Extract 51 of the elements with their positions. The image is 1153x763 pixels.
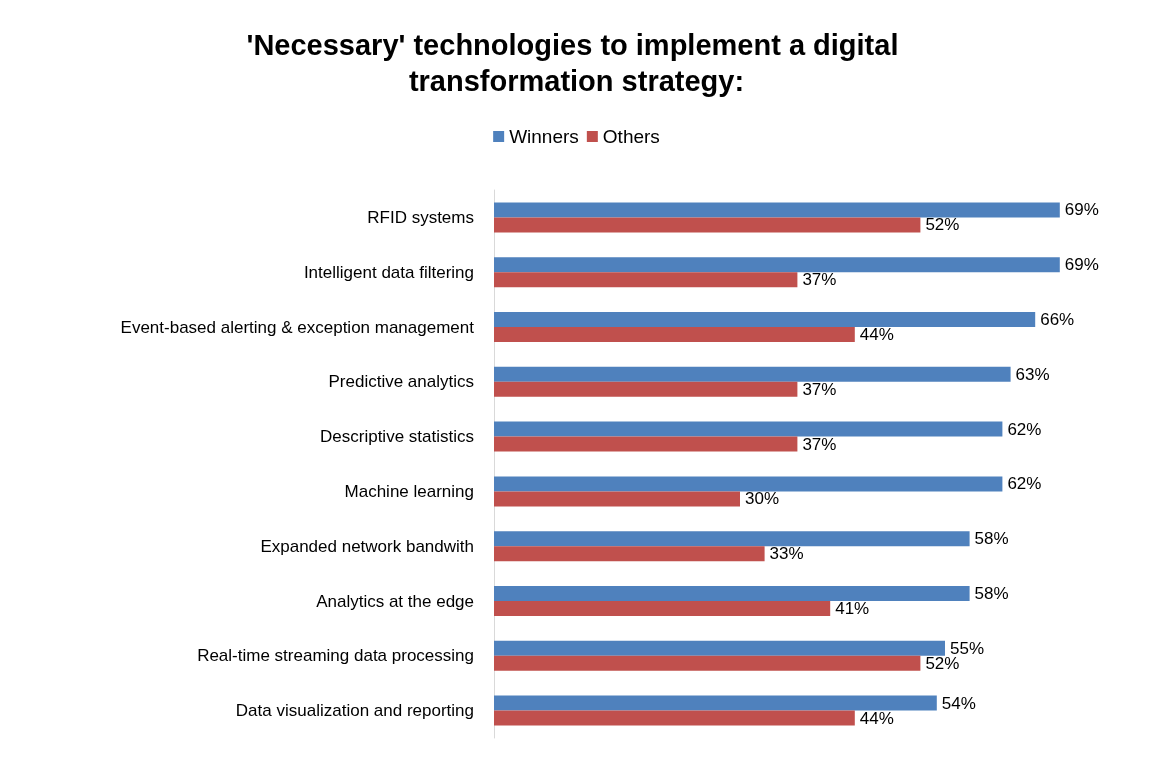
data-label: 69% — [1064, 255, 1099, 275]
bar — [494, 586, 970, 601]
chart-title: 'Necessary' technologies to implement a digital transformation strategy: — [246, 29, 907, 97]
bar — [494, 257, 1060, 273]
bar — [494, 710, 855, 726]
bar — [494, 381, 798, 397]
data-label: 66% — [1040, 310, 1075, 329]
data-label: 33% — [769, 544, 804, 564]
legend-label: Others — [602, 126, 660, 147]
bar — [494, 217, 921, 233]
bar — [494, 436, 798, 452]
bar — [494, 312, 1036, 327]
bar — [494, 655, 921, 671]
data-label: 69% — [1064, 200, 1099, 220]
y-tick-label: Real-time streaming data processing — [197, 646, 474, 666]
bar — [494, 695, 937, 711]
legend-label: Winners — [509, 126, 579, 147]
data-label: 63% — [1015, 364, 1050, 384]
y-tick-label: Event-based alerting & exception management — [120, 317, 475, 337]
data-label: 37% — [802, 434, 837, 454]
data-label: 52% — [925, 215, 960, 235]
bar — [494, 601, 831, 616]
bar — [494, 476, 1003, 492]
y-tick-label: Data visualization and reporting — [235, 701, 474, 721]
data-label: 41% — [835, 599, 870, 618]
data-label: 58% — [974, 529, 1009, 549]
y-tick-label: Expanded network bandwith — [260, 536, 474, 556]
bar — [494, 546, 765, 562]
y-tick-label: Intelligent data filtering — [303, 262, 474, 282]
bar — [494, 421, 1003, 437]
y-tick-label: Descriptive statistics — [320, 427, 474, 447]
data-label: 54% — [941, 693, 976, 713]
y-tick-label: Machine learning — [344, 481, 474, 501]
bar — [494, 327, 855, 342]
data-label: 62% — [1007, 419, 1042, 439]
bar — [494, 491, 740, 507]
bar — [494, 366, 1011, 382]
y-tick-label: RFID systems — [367, 207, 474, 227]
data-label: 37% — [802, 270, 837, 290]
bar — [494, 272, 798, 288]
bar — [494, 202, 1060, 218]
bar — [494, 640, 945, 656]
data-label: 58% — [974, 584, 1009, 603]
data-label: 44% — [859, 325, 894, 344]
y-tick-label: Analytics at the edge — [316, 591, 474, 611]
data-label: 30% — [745, 489, 780, 509]
data-label: 62% — [1007, 474, 1042, 494]
data-label: 44% — [859, 708, 894, 728]
data-label: 37% — [802, 379, 837, 399]
bar — [494, 531, 970, 547]
y-tick-label: Predictive analytics — [328, 372, 474, 392]
